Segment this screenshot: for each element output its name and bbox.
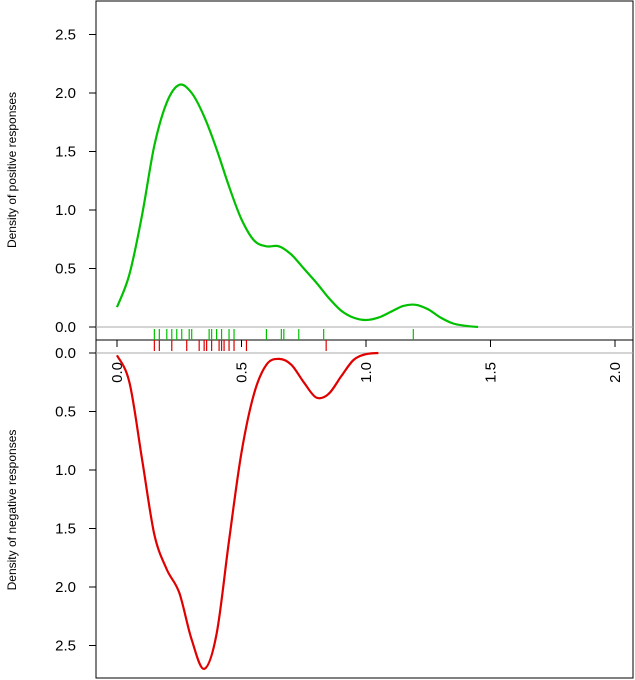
x-tick-label: 2.0 (607, 362, 624, 383)
positive-panel-frame (95, 0, 634, 341)
negative-y-axis-title: Density of negative responses (5, 430, 19, 591)
positive-y-tick-label: 0.0 (55, 319, 76, 336)
negative-y-tick-label: 2.0 (55, 579, 76, 596)
x-tick-label: 0.5 (234, 362, 251, 383)
x-tick-label: 1.5 (483, 362, 500, 383)
positive-plot-border (95, 0, 634, 341)
x-tick-label: 1.0 (358, 362, 375, 383)
negative-y-tick-label: 1.5 (55, 521, 76, 538)
positive-rug (153, 329, 414, 340)
positive-y-tick-label: 2.5 (55, 27, 76, 44)
negative-y-tick-label: 0.0 (55, 345, 76, 362)
positive-y-tick-label: 2.0 (55, 85, 76, 102)
negative-density-curve (116, 351, 379, 670)
positive-density-curve (115, 83, 479, 329)
negative-y-tick-label: 2.5 (55, 638, 76, 655)
negative-plot-border (95, 339, 634, 679)
positive-y-tick-label: 1.5 (55, 144, 76, 161)
negative-rug (153, 340, 327, 351)
negative-y-tick-label: 1.0 (55, 462, 76, 479)
x-tick-label: 0.0 (109, 362, 126, 383)
negative-panel-frame (95, 339, 634, 679)
shared-x-axis: 0.0 0.5 1.0 1.5 2.0 (96, 339, 633, 383)
negative-y-tick-label: 0.5 (55, 404, 76, 421)
negative-density-group (116, 351, 379, 670)
negative-y-axis: 0.0 0.5 1.0 1.5 2.0 2.5 (55, 345, 96, 655)
positive-y-tick-label: 0.5 (55, 261, 76, 278)
positive-y-axis: 0.0 0.5 1.0 1.5 2.0 2.5 (55, 27, 96, 336)
positive-y-tick-label: 1.0 (55, 202, 76, 219)
positive-density-group (115, 83, 479, 329)
positive-y-axis-title: Density of positive responses (5, 92, 19, 248)
